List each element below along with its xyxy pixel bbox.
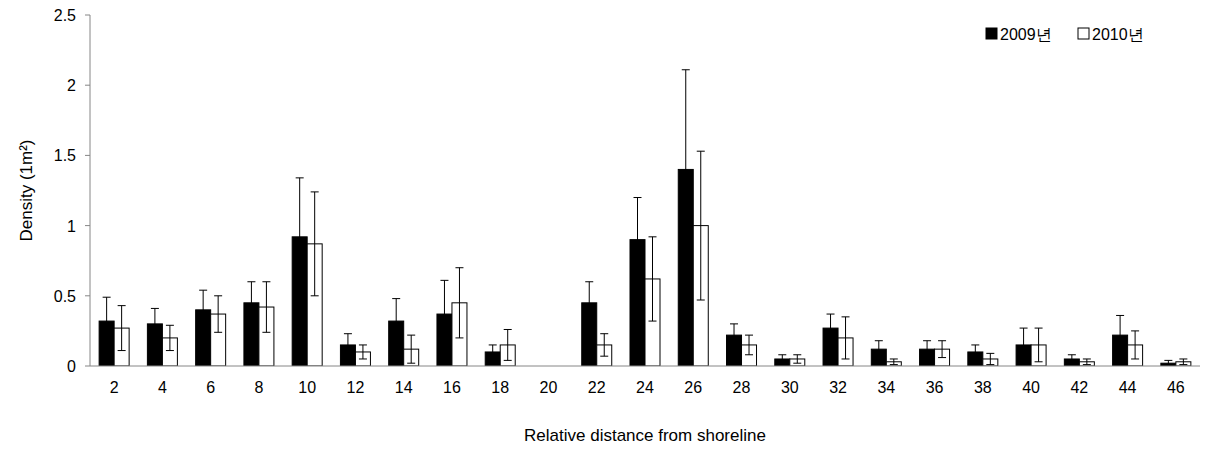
error-bar: [440, 280, 448, 347]
y-tick-label: 1: [67, 218, 76, 235]
error-bar: [730, 324, 738, 346]
error-bar: [359, 345, 367, 359]
error-bar: [247, 282, 255, 324]
legend-swatch: [986, 28, 997, 39]
error-bar: [649, 237, 657, 321]
x-tick-label: 14: [395, 379, 413, 396]
x-tick-label: 20: [540, 379, 558, 396]
legend-label: 2009년: [1000, 26, 1052, 43]
y-tick-label: 0.5: [54, 288, 76, 305]
error-bar: [262, 282, 270, 333]
error-bar: [407, 335, 415, 363]
error-bar: [296, 178, 304, 296]
error-bar: [344, 334, 352, 356]
x-tick-label: 6: [206, 379, 215, 396]
error-bar: [489, 345, 497, 359]
x-tick-label: 34: [877, 379, 895, 396]
error-bar: [118, 306, 126, 351]
error-bar: [1131, 331, 1139, 359]
x-axis-title: Relative distance from shoreline: [524, 426, 766, 445]
chart: 00.511.522.52468101214161820222426283032…: [0, 0, 1221, 454]
x-tick-label: 32: [829, 379, 847, 396]
error-bar: [1020, 328, 1028, 362]
x-tick-label: 46: [1167, 379, 1185, 396]
error-bar: [199, 290, 207, 329]
x-tick-label: 2: [110, 379, 119, 396]
error-bar: [455, 268, 463, 338]
y-tick-label: 2: [67, 77, 76, 94]
y-tick-label: 2.5: [54, 7, 76, 24]
error-bar: [697, 151, 705, 300]
y-tick: [85, 15, 90, 16]
error-bar: [778, 355, 786, 363]
error-bar: [1068, 355, 1076, 363]
error-bar: [1083, 359, 1091, 365]
x-tick-label: 16: [443, 379, 461, 396]
error-bar: [827, 314, 835, 342]
error-bar: [793, 355, 801, 363]
error-bar: [842, 317, 850, 359]
y-axis-title: Density (1m²): [17, 139, 36, 241]
background: [0, 0, 1221, 454]
error-bar: [986, 353, 994, 364]
error-bar: [745, 335, 753, 355]
y-tick: [85, 85, 90, 86]
x-tick-label: 24: [636, 379, 654, 396]
x-tick-label: 4: [158, 379, 167, 396]
x-tick-label: 30: [781, 379, 799, 396]
x-tick-label: 18: [491, 379, 509, 396]
x-tick-label: 8: [254, 379, 263, 396]
legend-label: 2010년: [1092, 26, 1144, 43]
x-tick-label: 28: [733, 379, 751, 396]
error-bar: [600, 334, 608, 356]
x-tick-label: 36: [926, 379, 944, 396]
error-bar: [938, 341, 946, 358]
error-bar: [1116, 315, 1124, 354]
y-tick: [85, 295, 90, 296]
marks: [99, 70, 1191, 366]
x-tick-label: 12: [347, 379, 365, 396]
error-bar: [504, 329, 512, 360]
x-axis: [90, 366, 1200, 367]
error-bar: [890, 359, 898, 365]
x-tick-label: 22: [588, 379, 606, 396]
x-tick-label: 38: [974, 379, 992, 396]
y-tick: [85, 366, 90, 367]
error-bar: [1164, 360, 1172, 366]
error-bar: [311, 192, 319, 296]
x-tick-label: 42: [1070, 379, 1088, 396]
error-bar: [214, 296, 222, 333]
y-tick-label: 0: [67, 358, 76, 375]
error-bar: [634, 198, 642, 282]
error-bar: [923, 341, 931, 358]
x-tick-label: 44: [1119, 379, 1137, 396]
error-bar: [103, 297, 111, 345]
error-bar: [151, 308, 159, 339]
y-tick: [85, 155, 90, 156]
error-bar: [682, 70, 690, 269]
y-tick-label: 1.5: [54, 147, 76, 164]
error-bar: [1179, 359, 1187, 365]
y-axis: [90, 15, 91, 366]
error-bar: [392, 299, 400, 344]
error-bar: [166, 325, 174, 350]
error-bar: [875, 341, 883, 358]
error-bar: [585, 282, 593, 324]
y-tick: [85, 225, 90, 226]
error-bar: [971, 345, 979, 359]
x-tick-label: 40: [1022, 379, 1040, 396]
x-tick-label: 10: [298, 379, 316, 396]
x-tick-label: 26: [684, 379, 702, 396]
legend-swatch: [1078, 28, 1089, 39]
error-bar: [1035, 328, 1043, 362]
